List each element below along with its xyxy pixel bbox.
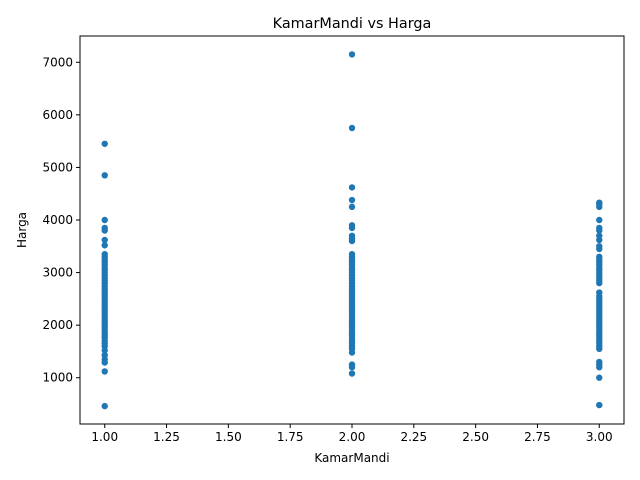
data-point: [101, 172, 108, 179]
x-tick-label: 2.25: [400, 430, 427, 444]
data-point: [348, 361, 356, 368]
x-tick-label: 3.00: [586, 430, 613, 444]
x-tick-label: 1.75: [277, 430, 304, 444]
data-point: [596, 253, 603, 261]
data-point: [348, 124, 356, 132]
y-tick-label: 4000: [42, 213, 73, 227]
data-point: [596, 199, 603, 206]
x-axis-label: KamarMandi: [314, 451, 389, 465]
data-point: [348, 222, 356, 229]
x-tick-label: 1.25: [153, 430, 180, 444]
data-point: [101, 140, 108, 147]
y-tick-label: 1000: [42, 371, 73, 385]
data-point: [101, 224, 108, 232]
data-point: [348, 232, 356, 239]
data-point: [596, 216, 603, 224]
data-point: [101, 250, 108, 258]
x-tick-label: 1.00: [91, 430, 118, 444]
data-point: [348, 250, 356, 258]
data-point: [101, 402, 108, 410]
x-tick-label: 2.50: [462, 430, 489, 444]
chart-title: KamarMandi vs Harga: [273, 16, 432, 32]
x-tick-label: 2.00: [339, 430, 366, 444]
y-axis-label: Harga: [15, 212, 29, 248]
data-point: [596, 243, 603, 250]
data-point: [101, 351, 108, 359]
y-tick-label: 2000: [42, 318, 73, 332]
y-tick-label: 6000: [42, 108, 73, 122]
x-tick-label: 2.75: [524, 430, 551, 444]
data-point: [101, 242, 108, 249]
data-point: [101, 368, 108, 375]
y-tick-label: 5000: [42, 160, 73, 174]
data-point: [596, 289, 603, 296]
data-point: [348, 203, 356, 211]
x-tick-label: 1.50: [215, 430, 242, 444]
data-point: [596, 358, 603, 366]
data-point: [348, 184, 356, 191]
data-point: [596, 401, 603, 409]
data-point: [101, 216, 108, 224]
data-point: [348, 51, 356, 58]
data-point: [596, 232, 603, 239]
y-tick-label: 7000: [42, 55, 73, 69]
data-point: [596, 374, 603, 381]
data-point: [596, 224, 603, 232]
data-point: [348, 370, 356, 377]
data-point: [101, 236, 108, 244]
x-ticks: 1.00 1.25 1.50 1.75 2.00 2.25 2.50 2.75 3.00: [91, 424, 613, 444]
points-layer: [101, 51, 603, 410]
y-ticks: 1000 2000 3000 4000 5000 6000 7000: [42, 55, 80, 385]
y-tick-label: 3000: [42, 266, 73, 280]
data-point: [348, 196, 356, 204]
